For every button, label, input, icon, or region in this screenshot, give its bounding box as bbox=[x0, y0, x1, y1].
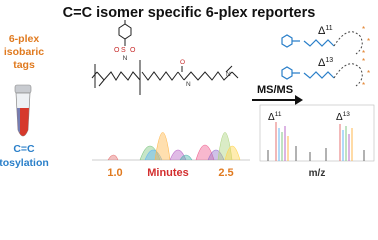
stars: *** *** bbox=[362, 25, 370, 90]
time-start: 1.0 bbox=[107, 167, 122, 179]
svg-text:*: * bbox=[362, 49, 365, 58]
delta: Δ bbox=[318, 57, 326, 69]
svg-text:*: * bbox=[362, 57, 365, 66]
sulfonyl: SO O bbox=[114, 47, 136, 54]
delta-position: 11 bbox=[275, 111, 282, 118]
delta-label: Δ13 bbox=[318, 57, 333, 69]
delta-position: 11 bbox=[325, 25, 332, 32]
nh: N bbox=[186, 81, 191, 88]
oxygen: O bbox=[180, 59, 185, 66]
mz-axis-label: m/z bbox=[309, 168, 326, 179]
chromatogram bbox=[92, 132, 250, 161]
arrow bbox=[252, 95, 303, 105]
reporter-molecules bbox=[281, 34, 335, 80]
tags-line: tags bbox=[13, 59, 35, 71]
ring bbox=[333, 31, 363, 87]
tags-line: isobaric bbox=[4, 46, 44, 58]
tags-label: 6-plex isobaric tags bbox=[4, 33, 44, 71]
svg-text:S: S bbox=[121, 47, 126, 54]
mass-spectrum bbox=[259, 104, 375, 162]
svg-text:*: * bbox=[362, 25, 365, 34]
delta: Δ bbox=[336, 112, 343, 123]
structure bbox=[91, 20, 239, 95]
title: C=C isomer specific 6-plex reporters bbox=[63, 5, 316, 21]
tags-line: 6-plex bbox=[9, 33, 40, 45]
delta-position: 13 bbox=[325, 57, 333, 64]
arrow-label: MS/MS bbox=[257, 84, 293, 96]
svg-text:O: O bbox=[130, 47, 136, 54]
tosylation-line: C=C bbox=[13, 143, 35, 155]
peak-label: Δ13 bbox=[336, 111, 350, 123]
delta-label: Δ11 bbox=[318, 25, 333, 37]
peak-label: Δ11 bbox=[268, 111, 282, 123]
delta-position: 13 bbox=[343, 111, 351, 118]
tosylation-line: tosylation bbox=[0, 157, 49, 169]
time-end: 2.5 bbox=[218, 167, 233, 179]
delta: Δ bbox=[318, 25, 326, 37]
svg-text:*: * bbox=[362, 81, 365, 90]
tube bbox=[14, 84, 32, 137]
graphical-abstract: C=C isomer specific 6-plex reporters 6-p… bbox=[0, 5, 375, 179]
svg-text:O: O bbox=[114, 47, 120, 54]
n-plus: N bbox=[226, 71, 231, 78]
delta: Δ bbox=[268, 112, 275, 123]
n-atom: N bbox=[123, 55, 128, 62]
svg-text:*: * bbox=[367, 37, 370, 46]
time-axis-label: Minutes bbox=[147, 167, 189, 179]
svg-text:*: * bbox=[367, 69, 370, 78]
